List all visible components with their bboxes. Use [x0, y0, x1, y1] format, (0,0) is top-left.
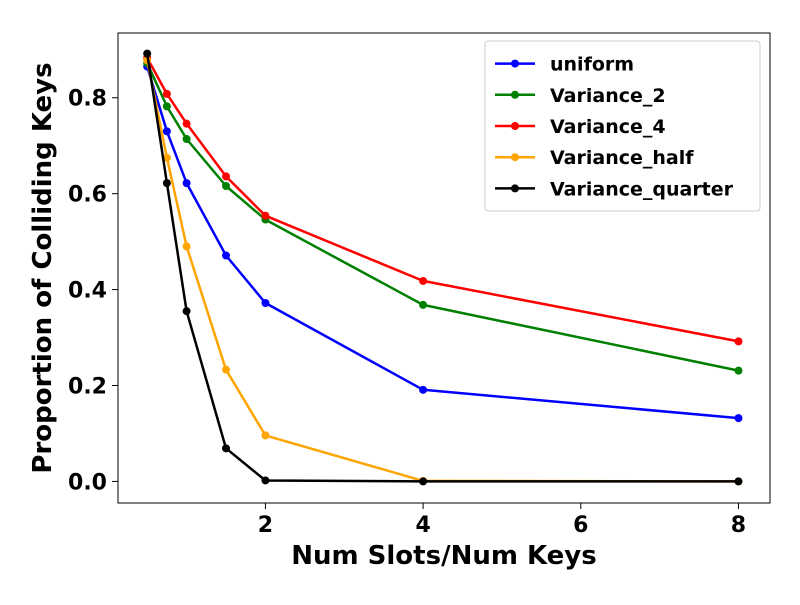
data-point: [162, 102, 171, 111]
data-point: [261, 431, 270, 440]
legend-label: Variance_2: [550, 85, 666, 107]
data-point: [222, 251, 231, 260]
series-variance-2: [143, 59, 743, 375]
legend-box: [484, 40, 761, 212]
x-tick-label: 4: [415, 513, 430, 538]
data-point: [182, 119, 191, 128]
data-point: [143, 49, 152, 58]
legend-entry: Variance_4: [495, 116, 666, 138]
x-tick-label: 8: [731, 513, 746, 538]
data-point: [222, 181, 231, 190]
data-point: [162, 179, 171, 188]
data-point: [261, 299, 270, 308]
data-point: [222, 444, 231, 453]
series-lines: [143, 49, 743, 486]
legend-marker: [511, 90, 519, 99]
x-tick-label: 6: [573, 513, 588, 538]
legend: uniform Variance_2 Variance_4 Variance_half…: [484, 40, 761, 212]
series-variance-quarter: [143, 49, 743, 486]
data-point: [182, 134, 191, 143]
legend-label: Variance_quarter: [550, 178, 734, 200]
data-point: [162, 127, 171, 136]
data-point: [419, 477, 428, 486]
series-uniform: [143, 62, 743, 423]
data-point: [419, 385, 428, 394]
legend-marker: [511, 59, 519, 68]
x-axis: 2 4 6 8: [258, 503, 746, 538]
data-point: [162, 89, 171, 98]
y-tick-label: 0.8: [68, 87, 107, 112]
y-axis: 0.0 0.2 0.4 0.6 0.8: [68, 87, 118, 495]
legend-marker: [511, 153, 519, 162]
data-point: [734, 477, 743, 486]
legend-label: Variance_4: [550, 116, 666, 138]
data-point: [182, 307, 191, 316]
legend-label: uniform: [550, 54, 634, 76]
y-tick-label: 0.6: [68, 183, 107, 208]
legend-entry: Variance_2: [495, 85, 666, 107]
x-axis-label: Num Slots/Num Keys: [291, 541, 596, 571]
y-tick-label: 0.2: [68, 375, 107, 400]
data-point: [734, 366, 743, 375]
data-point: [261, 476, 270, 485]
y-axis-label: Proportion of Colliding Keys: [28, 62, 58, 473]
legend-marker: [511, 184, 519, 193]
data-point: [419, 276, 428, 285]
legend-entry: Variance_half: [495, 147, 694, 169]
x-tick-label: 2: [258, 513, 273, 538]
legend-label: Variance_half: [550, 147, 694, 169]
data-point: [182, 179, 191, 188]
data-point: [734, 414, 743, 423]
y-tick-label: 0.0: [68, 470, 107, 495]
data-point: [182, 242, 191, 251]
y-tick-label: 0.4: [68, 279, 107, 304]
data-point: [222, 172, 231, 181]
data-point: [734, 337, 743, 346]
data-point: [222, 365, 231, 374]
legend-entry: Variance_quarter: [495, 178, 734, 200]
data-point: [419, 300, 428, 309]
data-point: [261, 211, 270, 220]
legend-entry: uniform: [495, 54, 634, 76]
data-point: [162, 153, 171, 162]
legend-marker: [511, 122, 519, 130]
